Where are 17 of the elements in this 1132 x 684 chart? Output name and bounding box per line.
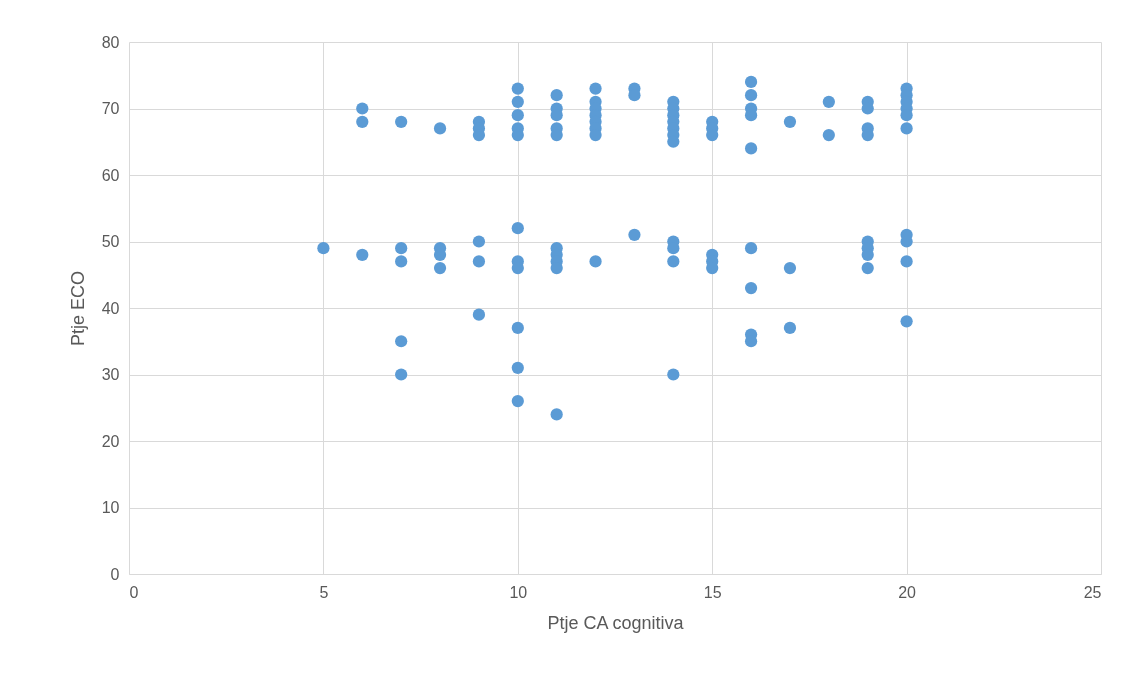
y-tick-label: 50 (101, 233, 120, 250)
y-tick-label: 60 (101, 166, 120, 184)
x-tick-label: 15 (703, 583, 722, 601)
x-tick-label: 25 (1083, 583, 1102, 601)
y-axis-title: Ptje ECO (67, 270, 88, 347)
x-tick-label: 0 (129, 583, 139, 601)
x-tick-label: 10 (509, 583, 528, 601)
y-tick-label: 70 (101, 100, 120, 117)
y-tick-label: 10 (101, 499, 120, 516)
x-tick-label: 5 (319, 583, 329, 601)
y-tick-label: 30 (101, 366, 120, 383)
y-tick-label: 0 (110, 565, 120, 583)
x-tick-label: 20 (898, 583, 917, 601)
y-tick-label: 40 (101, 299, 120, 317)
y-tick-label: 20 (101, 432, 120, 450)
x-axis-title: Ptje CA cognitiva (547, 612, 685, 633)
y-tick-label: 80 (101, 33, 120, 51)
